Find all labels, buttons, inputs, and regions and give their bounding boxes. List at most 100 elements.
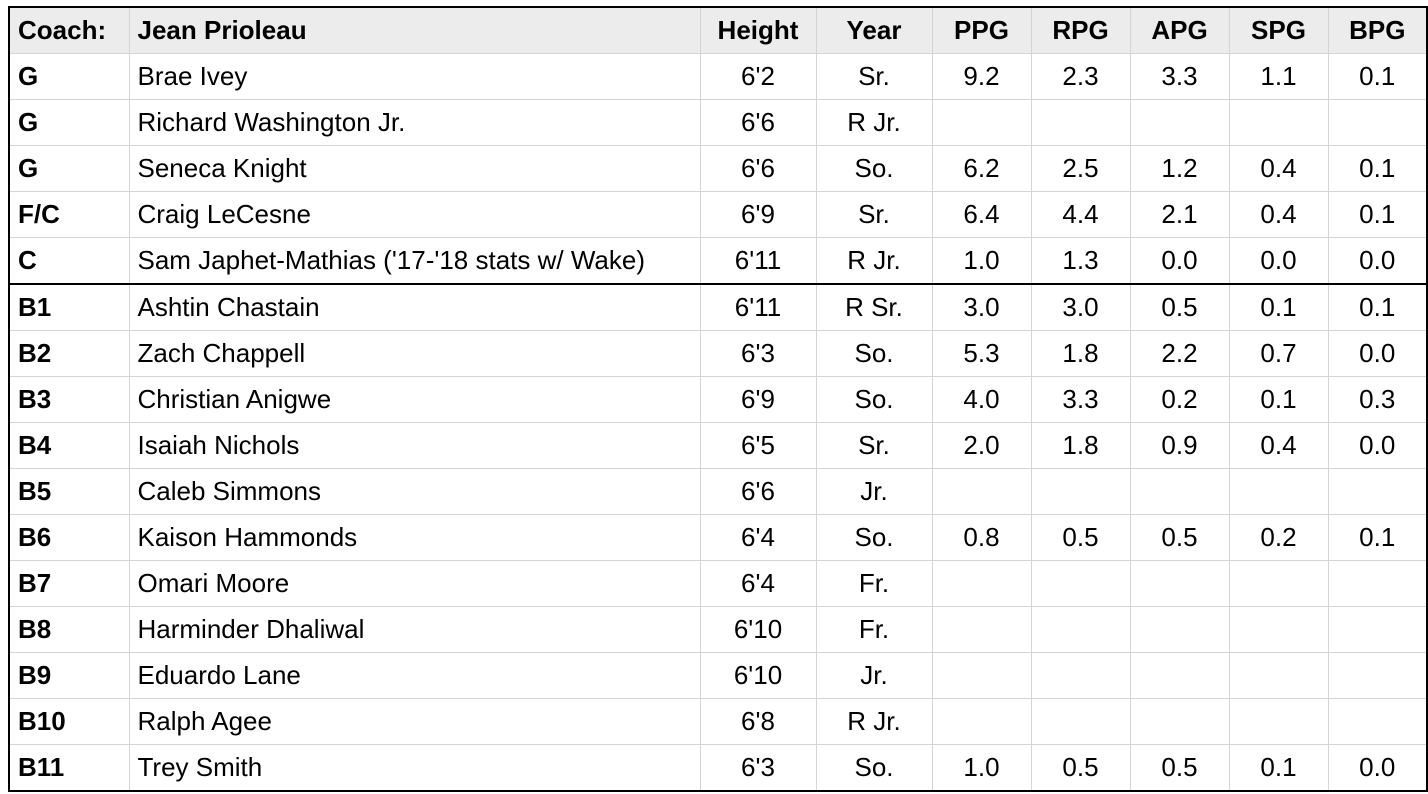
position-cell[interactable]: B6 (8, 514, 130, 561)
rpg-cell[interactable]: 2.3 (1030, 53, 1131, 100)
ppg-cell[interactable]: 0.8 (931, 514, 1032, 561)
column-header-spg[interactable]: SPG (1228, 6, 1329, 54)
spg-cell[interactable]: 0.1 (1228, 744, 1329, 792)
spg-cell[interactable]: 0.7 (1228, 330, 1329, 377)
height-cell[interactable]: 6'9 (699, 376, 817, 423)
ppg-cell[interactable]: 6.2 (931, 145, 1032, 192)
spg-cell[interactable] (1228, 99, 1329, 146)
ppg-cell[interactable]: 9.2 (931, 53, 1032, 100)
ppg-cell[interactable] (931, 468, 1032, 515)
height-cell[interactable]: 6'6 (699, 145, 817, 192)
bpg-cell[interactable]: 0.1 (1327, 53, 1428, 100)
rpg-cell[interactable] (1030, 652, 1131, 699)
position-cell[interactable]: G (8, 53, 130, 100)
player-name-cell[interactable]: Craig LeCesne (128, 191, 701, 238)
coach-name[interactable]: Jean Prioleau (128, 6, 701, 54)
height-cell[interactable]: 6'11 (699, 237, 817, 285)
height-cell[interactable]: 6'11 (699, 283, 817, 331)
apg-cell[interactable]: 2.2 (1129, 330, 1230, 377)
rpg-cell[interactable] (1030, 606, 1131, 653)
bpg-cell[interactable]: 0.0 (1327, 744, 1428, 792)
height-cell[interactable]: 6'10 (699, 652, 817, 699)
ppg-cell[interactable]: 4.0 (931, 376, 1032, 423)
year-cell[interactable]: R Jr. (815, 698, 933, 745)
bpg-cell[interactable]: 0.1 (1327, 191, 1428, 238)
ppg-cell[interactable]: 5.3 (931, 330, 1032, 377)
ppg-cell[interactable] (931, 99, 1032, 146)
position-cell[interactable]: C (8, 237, 130, 285)
ppg-cell[interactable] (931, 606, 1032, 653)
rpg-cell[interactable]: 1.3 (1030, 237, 1131, 285)
bpg-cell[interactable] (1327, 99, 1428, 146)
spg-cell[interactable] (1228, 560, 1329, 607)
height-cell[interactable]: 6'3 (699, 330, 817, 377)
player-name-cell[interactable]: Trey Smith (128, 744, 701, 792)
apg-cell[interactable] (1129, 99, 1230, 146)
position-cell[interactable]: B10 (8, 698, 130, 745)
rpg-cell[interactable] (1030, 99, 1131, 146)
bpg-cell[interactable]: 0.0 (1327, 237, 1428, 285)
spg-cell[interactable] (1228, 468, 1329, 515)
spg-cell[interactable]: 0.1 (1228, 376, 1329, 423)
position-cell[interactable]: G (8, 99, 130, 146)
year-cell[interactable]: R Sr. (815, 283, 933, 331)
ppg-cell[interactable]: 1.0 (931, 744, 1032, 792)
apg-cell[interactable]: 1.2 (1129, 145, 1230, 192)
player-name-cell[interactable]: Harminder Dhaliwal (128, 606, 701, 653)
apg-cell[interactable]: 0.9 (1129, 422, 1230, 469)
apg-cell[interactable]: 0.5 (1129, 514, 1230, 561)
height-cell[interactable]: 6'9 (699, 191, 817, 238)
height-cell[interactable]: 6'8 (699, 698, 817, 745)
height-cell[interactable]: 6'6 (699, 468, 817, 515)
apg-cell[interactable]: 0.5 (1129, 283, 1230, 331)
height-cell[interactable]: 6'6 (699, 99, 817, 146)
height-cell[interactable]: 6'4 (699, 560, 817, 607)
bpg-cell[interactable]: 0.1 (1327, 514, 1428, 561)
coach-label[interactable]: Coach: (8, 6, 130, 54)
rpg-cell[interactable]: 1.8 (1030, 330, 1131, 377)
ppg-cell[interactable]: 2.0 (931, 422, 1032, 469)
player-name-cell[interactable]: Zach Chappell (128, 330, 701, 377)
rpg-cell[interactable]: 1.8 (1030, 422, 1131, 469)
rpg-cell[interactable]: 3.0 (1030, 283, 1131, 331)
height-cell[interactable]: 6'4 (699, 514, 817, 561)
spg-cell[interactable]: 0.0 (1228, 237, 1329, 285)
position-cell[interactable]: B4 (8, 422, 130, 469)
position-cell[interactable]: B2 (8, 330, 130, 377)
apg-cell[interactable] (1129, 468, 1230, 515)
year-cell[interactable]: Jr. (815, 652, 933, 699)
rpg-cell[interactable] (1030, 468, 1131, 515)
position-cell[interactable]: B11 (8, 744, 130, 792)
rpg-cell[interactable]: 0.5 (1030, 514, 1131, 561)
position-cell[interactable]: F/C (8, 191, 130, 238)
rpg-cell[interactable]: 4.4 (1030, 191, 1131, 238)
position-cell[interactable]: G (8, 145, 130, 192)
bpg-cell[interactable] (1327, 652, 1428, 699)
player-name-cell[interactable]: Sam Japhet-Mathias ('17-'18 stats w/ Wak… (128, 237, 701, 285)
column-header-rpg[interactable]: RPG (1030, 6, 1131, 54)
height-cell[interactable]: 6'5 (699, 422, 817, 469)
apg-cell[interactable] (1129, 652, 1230, 699)
year-cell[interactable]: Fr. (815, 606, 933, 653)
player-name-cell[interactable]: Eduardo Lane (128, 652, 701, 699)
year-cell[interactable]: Sr. (815, 422, 933, 469)
year-cell[interactable]: Jr. (815, 468, 933, 515)
ppg-cell[interactable] (931, 652, 1032, 699)
bpg-cell[interactable]: 0.1 (1327, 145, 1428, 192)
apg-cell[interactable]: 3.3 (1129, 53, 1230, 100)
apg-cell[interactable]: 0.0 (1129, 237, 1230, 285)
spg-cell[interactable] (1228, 698, 1329, 745)
column-header-height[interactable]: Height (699, 6, 817, 54)
ppg-cell[interactable]: 3.0 (931, 283, 1032, 331)
height-cell[interactable]: 6'2 (699, 53, 817, 100)
position-cell[interactable]: B1 (8, 283, 130, 331)
rpg-cell[interactable]: 2.5 (1030, 145, 1131, 192)
year-cell[interactable]: Sr. (815, 191, 933, 238)
year-cell[interactable]: So. (815, 376, 933, 423)
ppg-cell[interactable]: 1.0 (931, 237, 1032, 285)
position-cell[interactable]: B5 (8, 468, 130, 515)
year-cell[interactable]: So. (815, 330, 933, 377)
ppg-cell[interactable] (931, 698, 1032, 745)
player-name-cell[interactable]: Brae Ivey (128, 53, 701, 100)
year-cell[interactable]: So. (815, 744, 933, 792)
